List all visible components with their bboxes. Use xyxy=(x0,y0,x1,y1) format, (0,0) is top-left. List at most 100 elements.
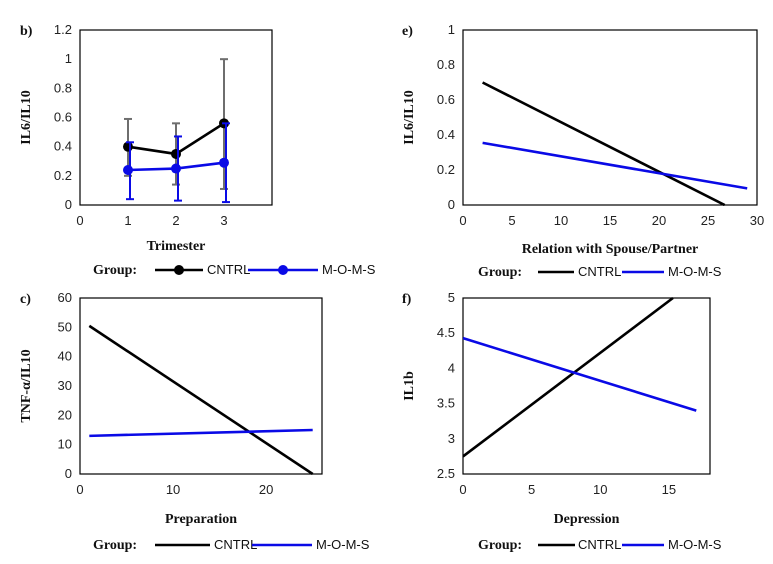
series-cntrl xyxy=(88,324,314,475)
x-tick-label: 3 xyxy=(220,213,227,228)
y-tick-label: 30 xyxy=(58,378,72,393)
data-point xyxy=(219,157,229,168)
y-tick-label: 0.4 xyxy=(437,127,455,142)
x-tick-label: 20 xyxy=(259,482,273,497)
legend-label-moms: M-O-M-S xyxy=(322,262,376,277)
chart-panel-f: f) 2.5 3 3.5 4 4.5 5 0 5 10 15 Depression IL1b xyxy=(402,290,711,527)
data-point xyxy=(171,148,181,159)
y-tick-label: 0 xyxy=(65,466,72,481)
x-tick-label: 15 xyxy=(662,482,676,497)
y-tick-label: 3 xyxy=(448,431,455,446)
x-tick-label: 1 xyxy=(124,213,131,228)
y-tick-label: 4 xyxy=(448,360,455,375)
legend-title: Group: xyxy=(93,538,137,553)
x-axis-title: Preparation xyxy=(165,512,237,527)
y-tick-label: 5 xyxy=(448,290,455,305)
legend-label-cntrl: CNTRL xyxy=(578,537,621,552)
x-axis-title: Relation with Spouse/Partner xyxy=(522,242,699,257)
x-tick-label: 2 xyxy=(172,213,179,228)
x-tick-label: 20 xyxy=(652,213,666,228)
series-m-o-m-s xyxy=(89,428,313,438)
plot-frame xyxy=(79,29,273,206)
y-tick-label: 1 xyxy=(65,51,72,66)
y-tick-label: 0.6 xyxy=(54,110,72,125)
panel-label: c) xyxy=(20,292,31,307)
data-point xyxy=(171,163,181,174)
legend-marker-cntrl xyxy=(174,265,184,275)
y-tick-label: 50 xyxy=(58,319,72,334)
y-axis-title: TNF-α/IL10 xyxy=(19,349,34,422)
legend-f: Group: CNTRL M-O-M-S xyxy=(478,537,722,553)
y-tick-label: 60 xyxy=(58,290,72,305)
y-tick-label: 0.2 xyxy=(54,168,72,183)
plot-frame xyxy=(462,297,711,475)
y-axis-title: IL6/IL10 xyxy=(402,90,417,144)
legend-label-cntrl: CNTRL xyxy=(207,262,250,277)
x-tick-label: 0 xyxy=(459,213,466,228)
y-tick-label: 0.4 xyxy=(54,139,72,154)
y-tick-label: 0.2 xyxy=(437,162,455,177)
y-tick-label: 0.8 xyxy=(54,80,72,95)
y-tick-label: 0 xyxy=(65,197,72,212)
y-tick-label: 40 xyxy=(58,349,72,364)
legend-label-moms: M-O-M-S xyxy=(668,264,722,279)
panel-label: f) xyxy=(402,292,412,307)
x-tick-label: 10 xyxy=(554,213,568,228)
series-line xyxy=(482,81,726,206)
chart-panel-c: c) 0 10 20 30 40 50 60 0 10 20 Preparation TNF-α/IL1… xyxy=(19,290,323,527)
legend-marker-moms xyxy=(278,265,288,275)
series-cntrl xyxy=(482,81,726,206)
legend-title: Group: xyxy=(93,263,137,278)
x-tick-label: 30 xyxy=(750,213,764,228)
y-axis-title: IL6/IL10 xyxy=(19,90,34,144)
series-m-o-m-s xyxy=(463,336,697,412)
x-tick-label: 0 xyxy=(76,213,83,228)
x-tick-label: 25 xyxy=(701,213,715,228)
x-tick-label: 0 xyxy=(459,482,466,497)
y-tick-label: 0 xyxy=(448,197,455,212)
x-axis-title: Depression xyxy=(554,512,620,527)
series-m-o-m-s xyxy=(123,122,230,204)
x-tick-label: 5 xyxy=(508,213,515,228)
legend-b: Group: CNTRL M-O-M-S xyxy=(93,262,376,278)
legend-label-cntrl: CNTRL xyxy=(214,537,257,552)
panel-label: e) xyxy=(402,24,413,39)
legend-title: Group: xyxy=(478,265,522,280)
legend-e: Group: CNTRL M-O-M-S xyxy=(478,264,722,280)
x-tick-label: 0 xyxy=(76,482,83,497)
chart-panel-b: b) 0 0.2 0.4 0.6 0.8 1 1.2 0 1 2 3 Trimester IL6/IL10 xyxy=(19,22,273,254)
panel-label: b) xyxy=(20,24,33,39)
series-line xyxy=(463,336,697,412)
x-axis-title: Trimester xyxy=(147,239,206,254)
x-tick-label: 15 xyxy=(603,213,617,228)
plot-frame xyxy=(79,297,323,475)
data-point xyxy=(123,165,133,175)
series-m-o-m-s xyxy=(482,141,748,190)
y-tick-label: 3.5 xyxy=(437,396,455,411)
y-axis-title: IL1b xyxy=(402,371,417,401)
y-tick-label: 1 xyxy=(448,22,455,37)
y-tick-label: 20 xyxy=(58,407,72,422)
y-tick-label: 0.6 xyxy=(437,92,455,107)
legend-label-moms: M-O-M-S xyxy=(668,537,722,552)
series-line xyxy=(463,297,674,458)
y-tick-label: 0.8 xyxy=(437,57,455,72)
y-tick-label: 4.5 xyxy=(437,325,455,340)
legend-label-cntrl: CNTRL xyxy=(578,264,621,279)
x-tick-label: 10 xyxy=(593,482,607,497)
series-line xyxy=(89,428,313,438)
series-cntrl xyxy=(463,297,674,458)
plot-frame xyxy=(462,29,758,206)
y-tick-label: 2.5 xyxy=(437,466,455,481)
x-tick-label: 10 xyxy=(166,482,180,497)
y-tick-label: 10 xyxy=(58,437,72,452)
x-tick-label: 5 xyxy=(528,482,535,497)
legend-title: Group: xyxy=(478,538,522,553)
y-tick-label: 1.2 xyxy=(54,22,72,37)
legend-c: Group: CNTRL M-O-M-S xyxy=(93,537,370,553)
legend-label-moms: M-O-M-S xyxy=(316,537,370,552)
series-line xyxy=(482,141,748,190)
series-line xyxy=(88,324,314,475)
